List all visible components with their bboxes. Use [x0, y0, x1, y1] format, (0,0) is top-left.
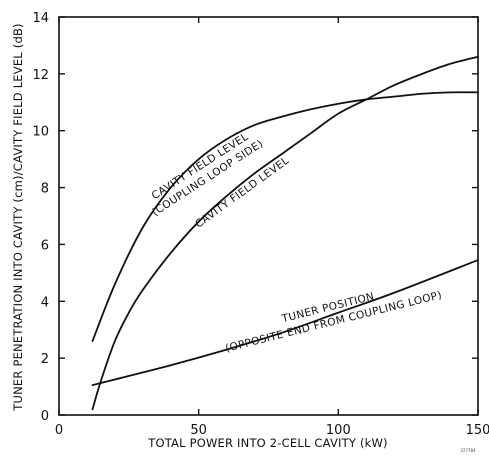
ticks	[58, 16, 479, 416]
plot-frame	[58, 16, 479, 416]
y-tick-label: 6	[41, 238, 49, 253]
y-tick-label: 4	[41, 295, 49, 310]
y-tick-label: 2	[41, 352, 49, 367]
series-cavity-field-level	[91, 55, 479, 411]
x-tick-label: 50	[190, 423, 207, 438]
x-tick-label: 0	[55, 423, 63, 438]
annotation-line2: (OPPOSITE END FROM COUPLING LOOP)	[224, 289, 443, 355]
y-tick-label: 8	[41, 182, 49, 197]
annotation-cavity-field-level-coupling-loop-side: CAVITY FIELD LEVEL (COUPLING LOOP SIDE)	[150, 131, 266, 219]
series-layer	[91, 55, 479, 411]
figure-stamp: 377784	[460, 448, 476, 453]
series-tuner-position	[91, 259, 479, 387]
x-axis-title: TOTAL POWER INTO 2-CELL CAVITY (kW)	[147, 436, 388, 450]
y-tick-label: 10	[32, 125, 49, 140]
y-tick-label: 14	[32, 11, 49, 26]
x-tick-label: 100	[326, 423, 351, 438]
series-cavity-field-level-coupling-loop-side	[91, 91, 479, 342]
y-tick-label: 0	[41, 409, 49, 424]
x-tick-label: 150	[466, 423, 489, 438]
tick-labels: 0 50 100 150 0 2 4 6 8 10 12 14	[32, 11, 489, 438]
y-axis-title: TUNER PENETRATION INTO CAVITY (cm)/CAVIT…	[11, 23, 25, 411]
y-tick-label: 12	[32, 68, 49, 83]
